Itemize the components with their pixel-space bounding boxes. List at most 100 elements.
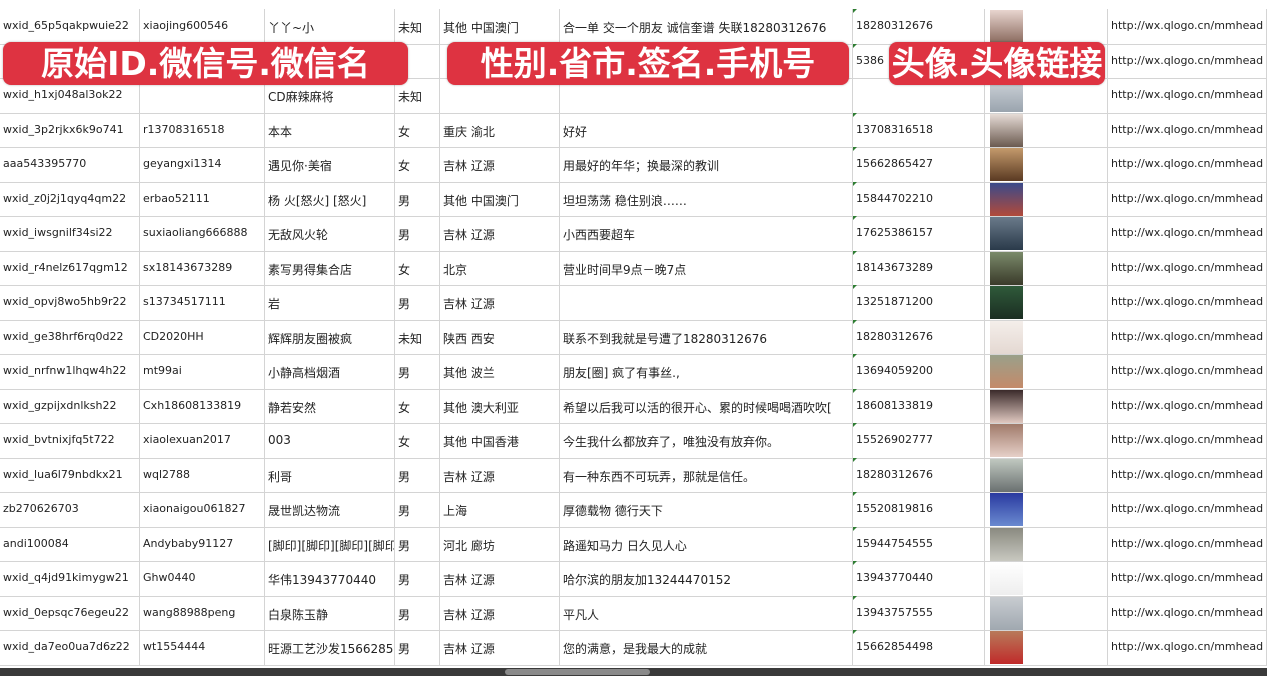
wechat-id-cell[interactable]: wt1554444 xyxy=(140,630,265,665)
wechat-id-cell[interactable]: Ghw0440 xyxy=(140,561,265,596)
avatar-image[interactable] xyxy=(990,113,1023,147)
original-id-cell[interactable]: wxid_3p2rjkx6k9o741 xyxy=(0,112,140,147)
phone-cell[interactable]: 15662865427 xyxy=(853,147,985,182)
wechat-name-cell[interactable]: 旺源工艺沙发15662854 xyxy=(265,630,395,665)
wechat-id-cell[interactable]: geyangxi1314 xyxy=(140,147,265,182)
phone-cell[interactable]: 13694059200 xyxy=(853,354,985,389)
avatar-cell[interactable] xyxy=(985,9,1108,44)
avatar-url-cell[interactable]: http://wx.qlogo.cn/mmhead xyxy=(1108,492,1267,527)
avatar-image[interactable] xyxy=(990,631,1023,664)
avatar-cell[interactable] xyxy=(985,630,1108,665)
wechat-name-cell[interactable]: 素写男得集合店 xyxy=(265,250,395,285)
original-id-cell[interactable]: aaa543395770 xyxy=(0,147,140,182)
phone-cell[interactable] xyxy=(853,78,985,113)
region-cell[interactable]: 陕西 西安 xyxy=(440,319,560,354)
signature-cell[interactable] xyxy=(560,285,853,320)
region-cell[interactable] xyxy=(440,78,560,113)
wechat-id-cell[interactable]: suxiaoliang666888 xyxy=(140,216,265,251)
wechat-id-cell[interactable]: xiaonaigou061827 xyxy=(140,492,265,527)
phone-cell[interactable]: 13943757555 xyxy=(853,595,985,630)
wechat-name-cell[interactable]: 杨 火[怒火] [怒火] xyxy=(265,181,395,216)
original-id-cell[interactable]: wxid_opvj8wo5hb9r22 xyxy=(0,285,140,320)
avatar-url-cell[interactable]: http://wx.qlogo.cn/mmhead xyxy=(1108,9,1267,44)
avatar-image[interactable] xyxy=(990,182,1023,216)
signature-cell[interactable]: 今生我什么都放弃了，唯独没有放弃你。 xyxy=(560,423,853,458)
signature-cell[interactable]: 合一单 交一个朋友 诚信奎谱 失联18280312676 xyxy=(560,9,853,44)
gender-cell[interactable]: 女 xyxy=(395,250,440,285)
wechat-id-cell[interactable]: CD2020HH xyxy=(140,319,265,354)
region-cell[interactable]: 上海 xyxy=(440,492,560,527)
phone-cell[interactable]: 18280312676 xyxy=(853,319,985,354)
avatar-image[interactable] xyxy=(990,562,1023,595)
avatar-url-cell[interactable]: http://wx.qlogo.cn/mmhead xyxy=(1108,595,1267,630)
signature-cell[interactable]: 坦坦荡荡 稳住别浪…… xyxy=(560,181,853,216)
original-id-cell[interactable]: wxid_r4nelz617qgm12 xyxy=(0,250,140,285)
avatar-cell[interactable] xyxy=(985,319,1108,354)
wechat-id-cell[interactable]: Cxh18608133819 xyxy=(140,388,265,423)
avatar-url-cell[interactable]: http://wx.qlogo.cn/mmhead xyxy=(1108,181,1267,216)
region-cell[interactable]: 吉林 辽源 xyxy=(440,561,560,596)
signature-cell[interactable]: 哈尔滨的朋友加13244470152 xyxy=(560,561,853,596)
original-id-cell[interactable]: andi100084 xyxy=(0,526,140,561)
original-id-cell[interactable]: wxid_ge38hrf6rq0d22 xyxy=(0,319,140,354)
signature-cell[interactable]: 用最好的年华；换最深的教训 xyxy=(560,147,853,182)
signature-cell[interactable] xyxy=(560,78,853,113)
avatar-cell[interactable] xyxy=(985,526,1108,561)
signature-cell[interactable]: 联系不到我就是号遭了18280312676 xyxy=(560,319,853,354)
phone-cell[interactable]: 18280312676 xyxy=(853,457,985,492)
region-cell[interactable]: 其他 波兰 xyxy=(440,354,560,389)
wechat-id-cell[interactable]: r13708316518 xyxy=(140,112,265,147)
avatar-url-cell[interactable]: http://wx.qlogo.cn/mmhead xyxy=(1108,388,1267,423)
avatar-image[interactable] xyxy=(990,10,1023,43)
avatar-cell[interactable] xyxy=(985,285,1108,320)
avatar-cell[interactable] xyxy=(985,492,1108,527)
region-cell[interactable]: 吉林 辽源 xyxy=(440,285,560,320)
gender-cell[interactable]: 男 xyxy=(395,630,440,665)
avatar-image[interactable] xyxy=(990,596,1023,630)
phone-cell[interactable]: 17625386157 xyxy=(853,216,985,251)
original-id-cell[interactable]: wxid_z0j2j1qyq4qm22 xyxy=(0,181,140,216)
avatar-cell[interactable] xyxy=(985,181,1108,216)
signature-cell[interactable]: 厚德载物 德行天下 xyxy=(560,492,853,527)
avatar-cell[interactable] xyxy=(985,216,1108,251)
wechat-name-cell[interactable]: 辉辉朋友圈被疯 xyxy=(265,319,395,354)
original-id-cell[interactable]: wxid_da7eo0ua7d6z22 xyxy=(0,630,140,665)
signature-cell[interactable]: 朋友[圈] 疯了有事丝., xyxy=(560,354,853,389)
gender-cell[interactable]: 男 xyxy=(395,595,440,630)
wechat-id-cell[interactable]: mt99ai xyxy=(140,354,265,389)
avatar-cell[interactable] xyxy=(985,423,1108,458)
avatar-url-cell[interactable]: http://wx.qlogo.cn/mmhead xyxy=(1108,78,1267,113)
avatar-url-cell[interactable]: http://wx.qlogo.cn/mmhead xyxy=(1108,112,1267,147)
avatar-url-cell[interactable]: http://wx.qlogo.cn/mmhead xyxy=(1108,457,1267,492)
wechat-id-cell[interactable]: wql2788 xyxy=(140,457,265,492)
region-cell[interactable]: 北京 xyxy=(440,250,560,285)
gender-cell[interactable] xyxy=(395,43,440,78)
avatar-image[interactable] xyxy=(990,424,1023,457)
avatar-url-cell[interactable]: http://wx.qlogo.cn/mmhead xyxy=(1108,423,1267,458)
phone-cell[interactable]: 15844702210 xyxy=(853,181,985,216)
gender-cell[interactable]: 男 xyxy=(395,561,440,596)
avatar-url-cell[interactable]: http://wx.qlogo.cn/mmhead xyxy=(1108,250,1267,285)
avatar-url-cell[interactable]: http://wx.qlogo.cn/mmhead xyxy=(1108,561,1267,596)
phone-cell[interactable]: 15520819816 xyxy=(853,492,985,527)
wechat-id-cell[interactable]: sx18143673289 xyxy=(140,250,265,285)
region-cell[interactable]: 吉林 辽源 xyxy=(440,457,560,492)
wechat-id-cell[interactable]: Andybaby91127 xyxy=(140,526,265,561)
gender-cell[interactable]: 未知 xyxy=(395,319,440,354)
avatar-image[interactable] xyxy=(990,355,1023,388)
gender-cell[interactable]: 未知 xyxy=(395,78,440,113)
signature-cell[interactable]: 平凡人 xyxy=(560,595,853,630)
signature-cell[interactable] xyxy=(560,43,853,78)
gender-cell[interactable]: 男 xyxy=(395,526,440,561)
avatar-cell[interactable] xyxy=(985,354,1108,389)
original-id-cell[interactable]: wxid_0epsqc76egeu22 xyxy=(0,595,140,630)
signature-cell[interactable]: 有一种东西不可玩弄，那就是信任。 xyxy=(560,457,853,492)
wechat-name-cell[interactable]: 利哥 xyxy=(265,457,395,492)
region-cell[interactable]: 重庆 渝北 xyxy=(440,112,560,147)
wechat-id-cell[interactable]: xiaolexuan2017 xyxy=(140,423,265,458)
gender-cell[interactable]: 女 xyxy=(395,423,440,458)
region-cell[interactable]: 其他 中国澳门 xyxy=(440,181,560,216)
original-id-cell[interactable]: wxid_q4jd91kimygw21 xyxy=(0,561,140,596)
wechat-name-cell[interactable]: 华伟13943770440 xyxy=(265,561,395,596)
original-id-cell[interactable]: wxid_gzpijxdnlksh22 xyxy=(0,388,140,423)
